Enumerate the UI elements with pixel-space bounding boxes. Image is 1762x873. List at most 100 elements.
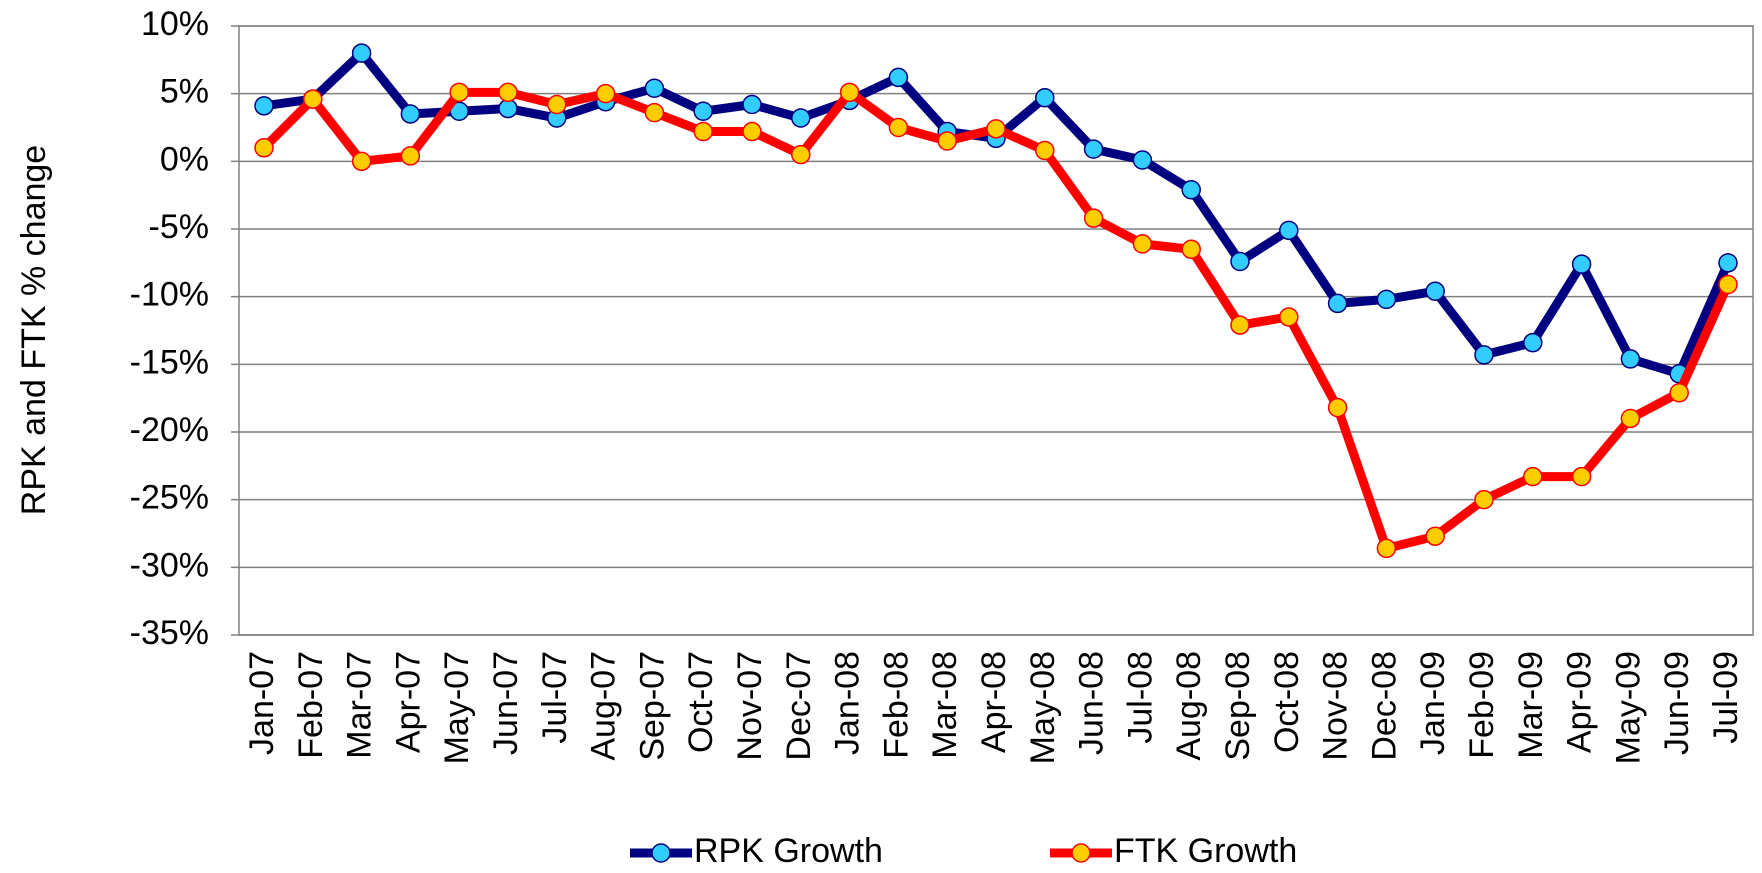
data-point bbox=[1376, 538, 1397, 559]
data-point bbox=[498, 82, 518, 103]
data-point bbox=[1523, 332, 1543, 353]
x-tick-label: Jun-07 bbox=[487, 651, 525, 755]
data-point bbox=[839, 82, 860, 103]
data-point bbox=[1425, 281, 1445, 302]
x-tick-label: Nov-08 bbox=[1317, 651, 1355, 761]
data-point bbox=[351, 43, 372, 63]
data-point bbox=[791, 144, 811, 165]
data-point bbox=[1279, 220, 1299, 241]
x-tick-label: Jul-09 bbox=[1707, 651, 1745, 744]
x-tick-label: Mar-09 bbox=[1512, 651, 1550, 759]
data-point bbox=[1327, 397, 1348, 418]
data-point bbox=[986, 119, 1006, 139]
data-point bbox=[254, 138, 274, 158]
y-tick-label: -30% bbox=[130, 546, 209, 584]
series-line bbox=[263, 48, 1733, 379]
data-point bbox=[693, 121, 713, 142]
x-tick-label: Mar-08 bbox=[926, 651, 964, 759]
data-point bbox=[1181, 180, 1201, 200]
x-tick-label: Apr-09 bbox=[1561, 651, 1599, 753]
data-point bbox=[400, 146, 421, 166]
data-point bbox=[595, 83, 616, 104]
data-point bbox=[1474, 489, 1494, 510]
y-tick-label: 5% bbox=[160, 73, 209, 111]
data-point bbox=[1620, 349, 1641, 369]
data-point bbox=[1132, 234, 1153, 254]
x-tick-label: Jan-07 bbox=[243, 651, 281, 755]
data-point bbox=[1718, 253, 1738, 273]
plot-frame bbox=[238, 25, 1754, 636]
legend-label: RPK Growth bbox=[694, 832, 883, 870]
y-tick-label: -25% bbox=[130, 479, 209, 517]
data-point bbox=[547, 94, 567, 115]
data-point bbox=[400, 104, 421, 124]
y-tick-label: -5% bbox=[149, 208, 209, 246]
x-tick-label: May-07 bbox=[438, 651, 476, 764]
data-point bbox=[1718, 274, 1738, 295]
data-point bbox=[1620, 408, 1641, 429]
data-point bbox=[1327, 293, 1348, 314]
x-tick-label: Aug-08 bbox=[1170, 651, 1208, 761]
data-point bbox=[1230, 251, 1250, 272]
data-point bbox=[303, 89, 323, 109]
x-tick-label: Jan-09 bbox=[1414, 651, 1452, 755]
data-point bbox=[1035, 87, 1055, 108]
x-tick-label: Jun-08 bbox=[1073, 651, 1111, 755]
data-point bbox=[1181, 239, 1201, 260]
data-point bbox=[693, 101, 713, 122]
x-tick-label: Apr-08 bbox=[975, 651, 1013, 753]
x-tick-label: Feb-08 bbox=[877, 651, 915, 759]
x-tick-label: Sep-07 bbox=[633, 651, 671, 761]
x-tick-label: Sep-08 bbox=[1219, 651, 1257, 761]
data-point bbox=[1132, 150, 1153, 170]
x-tick-label: Jan-08 bbox=[829, 651, 867, 755]
x-tick-label: Nov-07 bbox=[731, 651, 769, 761]
data-point bbox=[449, 82, 469, 103]
x-tick-label: Dec-07 bbox=[780, 651, 818, 761]
data-point bbox=[888, 67, 909, 88]
data-point bbox=[498, 98, 518, 119]
x-tick-label: Aug-07 bbox=[585, 651, 623, 761]
x-tick-label: Mar-07 bbox=[341, 651, 379, 759]
data-point bbox=[1571, 466, 1592, 487]
y-tick-label: 0% bbox=[160, 140, 209, 178]
data-point bbox=[742, 94, 762, 115]
data-point bbox=[1083, 139, 1104, 159]
x-tick-label: May-08 bbox=[1024, 651, 1062, 764]
data-point bbox=[1425, 526, 1445, 546]
data-point bbox=[1279, 307, 1299, 327]
data-point bbox=[1669, 383, 1689, 403]
legend-label: FTK Growth bbox=[1114, 832, 1297, 870]
x-tick-label: Oct-08 bbox=[1268, 651, 1306, 753]
x-tick-label: Oct-07 bbox=[682, 651, 720, 753]
x-tick-label: Feb-09 bbox=[1463, 651, 1501, 759]
y-axis-label: RPK and FTK % change bbox=[15, 145, 53, 515]
y-tick-label: -20% bbox=[130, 411, 209, 449]
data-point bbox=[1376, 289, 1397, 310]
data-point bbox=[888, 117, 909, 138]
data-point bbox=[1230, 315, 1250, 335]
x-tick-label: Jul-07 bbox=[536, 651, 574, 744]
x-tick-label: May-09 bbox=[1609, 651, 1647, 764]
x-tick-label: Jun-09 bbox=[1658, 651, 1696, 755]
legend-marker bbox=[651, 843, 671, 863]
data-point bbox=[1083, 208, 1104, 228]
data-point bbox=[937, 131, 957, 151]
data-point bbox=[254, 96, 274, 116]
y-tick-label: -35% bbox=[130, 614, 209, 652]
y-tick-label: 10% bbox=[141, 5, 209, 43]
data-point bbox=[1035, 140, 1055, 161]
data-point bbox=[351, 151, 372, 172]
data-point bbox=[791, 108, 811, 128]
data-point bbox=[644, 78, 665, 99]
x-tick-label: Jul-08 bbox=[1121, 651, 1159, 744]
data-point bbox=[1474, 345, 1494, 365]
data-point bbox=[644, 102, 665, 123]
data-point bbox=[1523, 466, 1543, 487]
y-tick-label: -15% bbox=[130, 343, 209, 381]
y-tick-label: -10% bbox=[130, 276, 209, 314]
x-tick-label: Apr-07 bbox=[389, 651, 427, 753]
x-tick-label: Feb-07 bbox=[292, 651, 330, 759]
data-point bbox=[742, 121, 762, 142]
